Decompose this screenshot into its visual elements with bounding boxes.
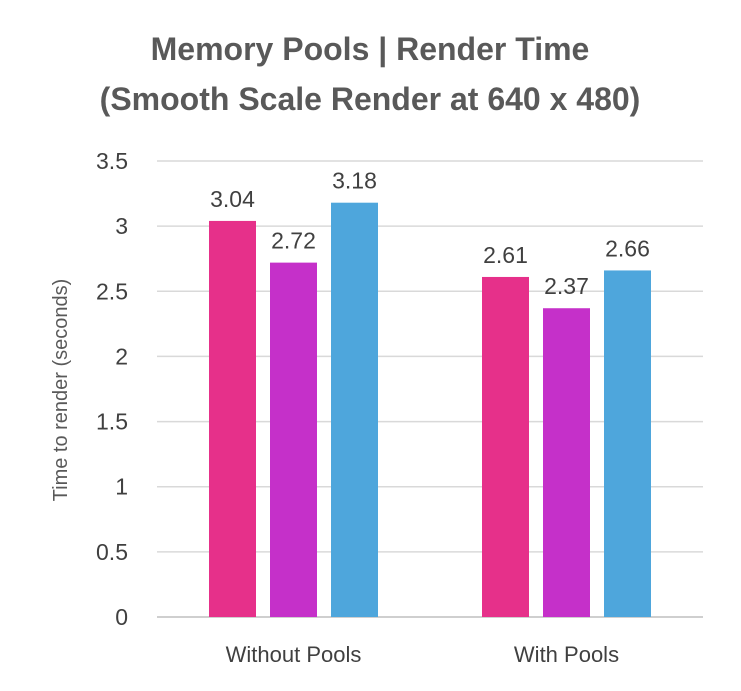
- y-tick-label: 3: [115, 213, 128, 239]
- y-tick-label: 1.5: [96, 409, 128, 435]
- y-axis-label: Time to render (seconds): [50, 279, 72, 502]
- x-category-label: Without Pools: [226, 642, 362, 667]
- y-tick-label: 1: [115, 474, 128, 500]
- y-tick-label: 2.5: [96, 278, 128, 304]
- bar: [604, 270, 651, 617]
- data-label: 3.04: [210, 186, 255, 212]
- data-label: 2.37: [544, 273, 589, 299]
- y-tick-label: 3.5: [96, 148, 128, 174]
- bars: [209, 202, 651, 618]
- y-ticks: 0 0.5 1 1.5 2 2.5 3 3.5: [96, 148, 128, 630]
- bar: [270, 262, 317, 617]
- x-category-label: With Pools: [514, 642, 619, 667]
- x-categories: Without Pools With Pools: [226, 642, 619, 667]
- data-label: 2.66: [605, 235, 650, 261]
- data-label: 2.61: [483, 242, 528, 268]
- data-label: 3.18: [332, 168, 377, 194]
- y-tick-label: 2: [115, 343, 128, 369]
- chart-title-line-1: Memory Pools | Render Time: [151, 31, 590, 67]
- bar: [331, 202, 378, 618]
- y-tick-label: 0.5: [96, 539, 128, 565]
- bar: [482, 276, 529, 617]
- bar: [543, 308, 590, 617]
- data-labels: 3.04 2.72 3.18 2.61 2.37 2.66: [210, 168, 650, 300]
- bar: [209, 220, 256, 617]
- y-tick-label: 0: [115, 604, 128, 630]
- chart-title-line-2: (Smooth Scale Render at 640 x 480): [100, 81, 641, 117]
- data-label: 2.72: [271, 228, 316, 254]
